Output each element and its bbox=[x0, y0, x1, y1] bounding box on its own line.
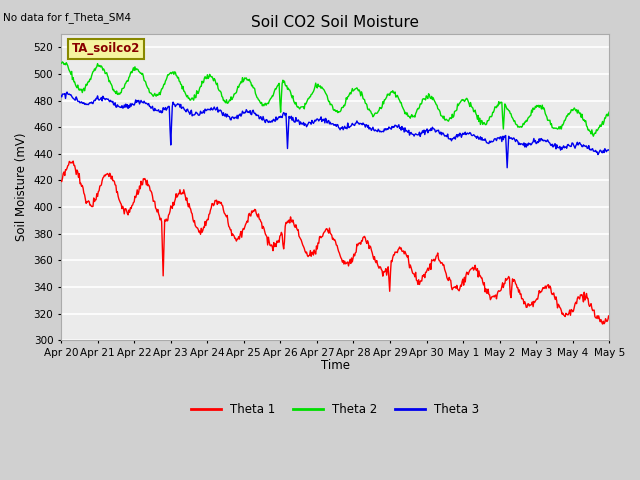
Y-axis label: Soil Moisture (mV): Soil Moisture (mV) bbox=[15, 133, 28, 241]
Text: TA_soilco2: TA_soilco2 bbox=[72, 42, 140, 55]
Text: No data for f_Theta_SM4: No data for f_Theta_SM4 bbox=[3, 12, 131, 23]
Legend: Theta 1, Theta 2, Theta 3: Theta 1, Theta 2, Theta 3 bbox=[186, 398, 484, 420]
Title: Soil CO2 Soil Moisture: Soil CO2 Soil Moisture bbox=[251, 15, 419, 30]
X-axis label: Time: Time bbox=[321, 359, 349, 372]
